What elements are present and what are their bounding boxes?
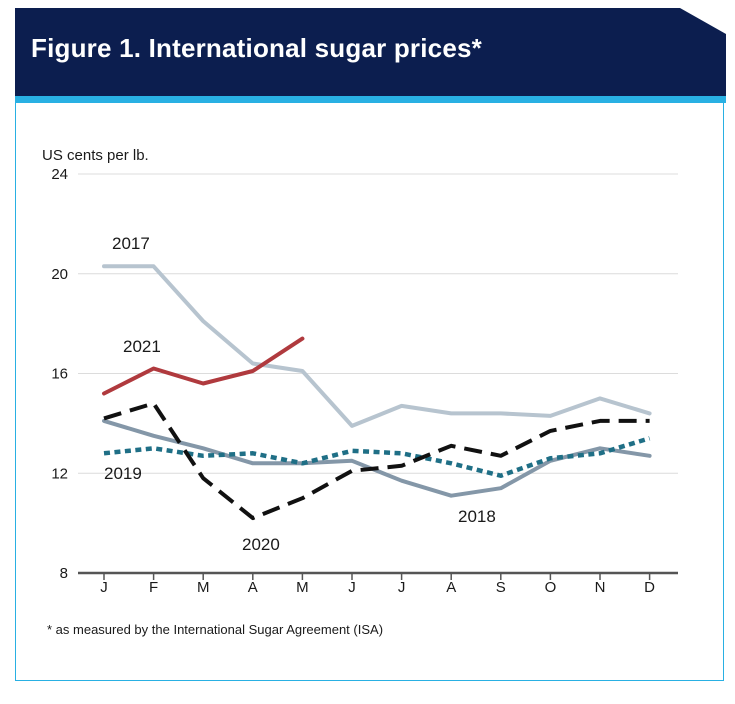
figure-title: Figure 1. International sugar prices*	[31, 33, 482, 63]
series-line-2019	[103, 436, 651, 478]
title-banner: Figure 1. International sugar prices*	[15, 8, 726, 96]
x-tick-label: S	[496, 579, 506, 596]
gridlines	[78, 173, 678, 474]
series-label-2021: 2021	[123, 337, 161, 356]
y-tick-label: 8	[60, 565, 68, 582]
series-labels: 2017 2018 2019 2020 2021	[104, 234, 496, 554]
y-axis-label: US cents per lb.	[42, 147, 149, 164]
y-tick-label: 24	[51, 166, 68, 183]
x-tick-label: D	[644, 579, 655, 596]
x-tick-label: M	[296, 579, 309, 596]
x-tick-label: N	[595, 579, 606, 596]
axes: 8 12 16 20 24 US cents per lb. J F M A M J J A S O N D	[42, 147, 678, 596]
x-tick-label: O	[545, 579, 557, 596]
series-lines	[102, 264, 652, 521]
series-line-2021	[102, 336, 305, 396]
chart-frame	[15, 103, 724, 681]
x-tick-label: A	[248, 579, 258, 596]
footnote: * as measured by the International Sugar…	[47, 622, 384, 637]
x-tick-label: A	[446, 579, 456, 596]
series-label-2019: 2019	[104, 464, 142, 483]
series-label-2017: 2017	[112, 234, 150, 253]
series-line-2017	[102, 264, 652, 428]
x-tick-label: M	[197, 579, 210, 596]
x-tick-label: J	[398, 579, 406, 596]
x-tick-label: J	[100, 579, 108, 596]
y-tick-label: 16	[51, 366, 68, 383]
y-tick-label: 12	[51, 465, 68, 482]
x-tick-label: J	[348, 579, 356, 596]
x-tick-label: F	[149, 579, 158, 596]
series-label-2020: 2020	[242, 535, 280, 554]
series-line-2020	[103, 401, 650, 521]
accent-bar	[15, 96, 726, 103]
series-label-2018: 2018	[458, 507, 496, 526]
y-tick-label: 20	[51, 266, 68, 283]
